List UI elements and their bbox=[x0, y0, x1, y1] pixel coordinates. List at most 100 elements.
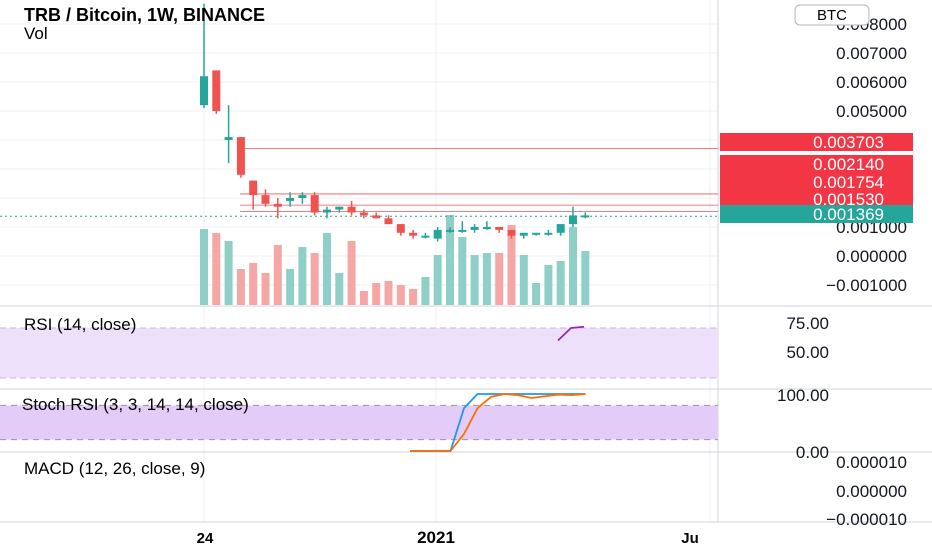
rsi-band bbox=[0, 328, 718, 378]
price-label-box bbox=[720, 155, 913, 173]
price-label-box bbox=[720, 190, 913, 208]
candle-body bbox=[372, 215, 381, 219]
candle-body bbox=[421, 235, 430, 238]
volume-bar bbox=[286, 269, 295, 305]
volume-bar bbox=[519, 255, 528, 305]
volume-bar bbox=[482, 253, 491, 305]
volume-bar bbox=[446, 215, 454, 305]
volume-bar bbox=[212, 233, 221, 305]
candlestick-series bbox=[200, 3, 590, 242]
candle-body bbox=[310, 195, 319, 213]
rsi-line bbox=[557, 325, 585, 342]
candle-body bbox=[298, 195, 307, 198]
stoch-tick-label: 100.00 bbox=[777, 386, 829, 405]
price-label-text: 0.001754 bbox=[813, 173, 884, 192]
volume-bars bbox=[200, 215, 590, 305]
volume-bar bbox=[224, 241, 233, 305]
volume-bar bbox=[249, 263, 258, 305]
volume-bar bbox=[347, 241, 356, 305]
rsi-tick-label: 75.00 bbox=[786, 314, 829, 333]
candle-body bbox=[446, 229, 454, 232]
price-label-text: 0.001530 bbox=[813, 190, 884, 209]
price-label-text: 0.002140 bbox=[813, 155, 884, 174]
candle-body bbox=[347, 206, 356, 213]
volume-bar bbox=[384, 281, 393, 305]
candle-body bbox=[495, 227, 504, 230]
candle-body bbox=[323, 209, 331, 213]
candle-body bbox=[200, 76, 208, 106]
candle-body bbox=[396, 224, 405, 233]
volume-bar bbox=[200, 229, 208, 305]
chart-grid bbox=[0, 0, 718, 522]
indicator-series bbox=[410, 325, 586, 452]
candle-body bbox=[507, 229, 516, 236]
volume-bar bbox=[458, 237, 467, 305]
candle-body bbox=[569, 215, 577, 225]
x-label-ju: Ju bbox=[681, 530, 699, 547]
candle-body bbox=[482, 227, 491, 229]
candle-body bbox=[261, 195, 270, 204]
candle-body bbox=[224, 137, 233, 140]
candle-body bbox=[544, 232, 553, 235]
price-tick-label: −0.001000 bbox=[826, 276, 907, 295]
price-tick-label: 0.000000 bbox=[836, 247, 907, 266]
volume-bar bbox=[507, 225, 516, 305]
price-label-box bbox=[720, 173, 913, 191]
currency-button[interactable]: BTC bbox=[794, 4, 870, 26]
candle-body bbox=[556, 224, 565, 233]
stoch-rsi-legend: Stoch RSI (3, 3, 14, 14, close) bbox=[22, 395, 249, 414]
candle-body bbox=[359, 212, 368, 216]
volume-bar bbox=[335, 273, 344, 305]
candle-body bbox=[409, 232, 418, 236]
candle-body bbox=[249, 180, 258, 196]
candle-body bbox=[433, 229, 442, 239]
stoch-tick-label: 0.00 bbox=[796, 443, 829, 462]
volume-bar bbox=[273, 245, 282, 305]
volume-bar bbox=[421, 277, 430, 305]
candle-body bbox=[581, 215, 590, 218]
macd-tick-label: 0.000010 bbox=[836, 453, 907, 472]
volume-bar bbox=[409, 289, 418, 305]
macd-tick-label: 0.000000 bbox=[836, 482, 907, 501]
price-tick-label: 0.005000 bbox=[836, 102, 907, 121]
candle-body bbox=[212, 70, 221, 111]
indicator-panes bbox=[0, 0, 932, 523]
macd-legend: MACD (12, 26, close, 9) bbox=[24, 459, 205, 478]
chart-title: TRB / Bitcoin, 1W, BINANCE bbox=[24, 5, 265, 25]
volume-bar bbox=[359, 291, 368, 305]
rsi-tick-label: 50.00 bbox=[786, 343, 829, 362]
candle-body bbox=[384, 218, 393, 225]
volume-bar bbox=[236, 269, 245, 305]
volume-bar bbox=[569, 227, 577, 305]
volume-bar bbox=[532, 283, 541, 305]
x-label-2021: 2021 bbox=[417, 528, 455, 547]
candle-body bbox=[236, 137, 245, 175]
stoch-d-line bbox=[410, 393, 586, 452]
stoch-band bbox=[0, 405, 718, 440]
volume-bar bbox=[433, 255, 442, 305]
candle-body bbox=[335, 206, 344, 210]
volume-bar bbox=[396, 285, 405, 305]
volume-bar bbox=[310, 253, 319, 305]
volume-bar bbox=[298, 247, 307, 305]
candle-body bbox=[470, 227, 479, 230]
rsi-legend: RSI (14, close) bbox=[24, 315, 136, 334]
volume-bar bbox=[495, 253, 504, 305]
price-tick-label: 0.007000 bbox=[836, 44, 907, 63]
price-label-box bbox=[720, 133, 913, 151]
price-label-text: 0.001369 bbox=[813, 205, 884, 224]
currency-button-label: BTC bbox=[817, 7, 847, 24]
volume-bar bbox=[470, 255, 479, 305]
volume-bar bbox=[372, 283, 381, 305]
volume-bar bbox=[556, 261, 565, 305]
volume-bar bbox=[581, 251, 590, 305]
candle-body bbox=[519, 232, 528, 236]
price-label-text: 0.003703 bbox=[813, 133, 884, 152]
price-tick-label: 0.006000 bbox=[836, 73, 907, 92]
candle-body bbox=[458, 229, 467, 232]
volume-bar bbox=[544, 265, 553, 305]
x-label-24: 24 bbox=[197, 530, 214, 547]
volume-legend: Vol bbox=[24, 24, 48, 43]
